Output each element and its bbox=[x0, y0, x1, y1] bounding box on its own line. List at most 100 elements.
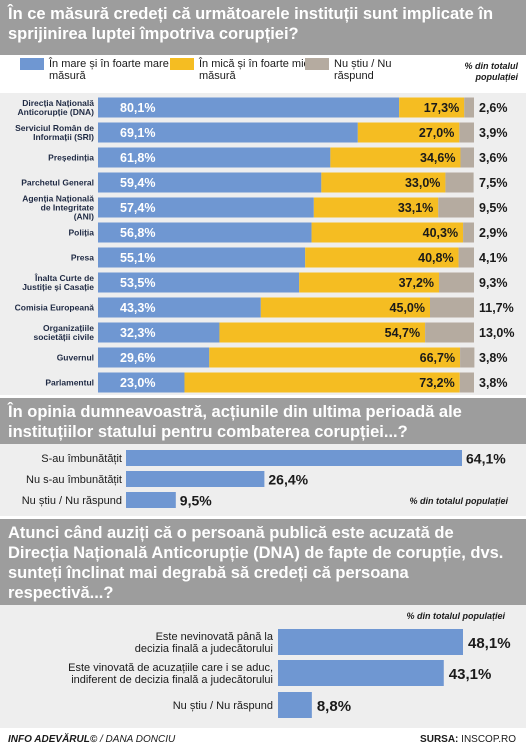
bar-value-label: 73,2% bbox=[419, 376, 454, 390]
bar-segment bbox=[98, 247, 306, 268]
category-label: Parchetul General bbox=[21, 177, 94, 187]
bar-value-label: 61,8% bbox=[120, 151, 155, 165]
bar-value-label: 17,3% bbox=[424, 101, 459, 115]
bar-segment bbox=[98, 222, 312, 243]
bar-segment bbox=[357, 122, 460, 143]
legend-item-low: În mică și în foarte mică măsură bbox=[170, 58, 320, 82]
chart2-title-text: În opinia dumneavoastră, acțiunile din u… bbox=[8, 403, 462, 441]
bar-segment bbox=[313, 197, 439, 218]
legend-swatch-blue bbox=[20, 58, 44, 70]
bar-segment bbox=[209, 347, 461, 368]
bar-value-label: 64,1% bbox=[466, 451, 506, 467]
bar-value-label: 3,8% bbox=[479, 351, 508, 365]
chart3-title: Atunci când auziți că o persoană publică… bbox=[0, 519, 526, 605]
bar bbox=[126, 471, 265, 487]
footer-author: / DANA DONCIU bbox=[97, 734, 176, 745]
chart3-title-text: Atunci când auziți că o persoană publică… bbox=[8, 524, 504, 602]
bar-value-label: 4,1% bbox=[479, 251, 508, 265]
bar-segment bbox=[459, 122, 474, 143]
category-label: Poliția bbox=[68, 227, 94, 237]
bar-segment bbox=[321, 172, 446, 193]
legend-item-high: În mare și în foarte mare măsură bbox=[20, 58, 170, 82]
chart1-svg: Direcția Națională Anticorupție (DNA) 80,1… bbox=[15, 97, 514, 393]
chart2-svg: S-au îmbunătățit 64,1% Nu s-au îmbunătățit… bbox=[22, 450, 509, 509]
bar-value-label: 43,3% bbox=[120, 301, 155, 315]
footer-brand: INFO ADEVĂRUL© bbox=[8, 734, 98, 745]
legend-note: % din totalul populației bbox=[464, 61, 519, 82]
chart2-note: % din totalul populației bbox=[410, 496, 509, 506]
bar-value-label: 7,5% bbox=[479, 176, 508, 190]
bar-value-label: 48,1% bbox=[468, 635, 511, 652]
bar-value-label: 9,3% bbox=[479, 276, 508, 290]
bar-value-label: 55,1% bbox=[120, 251, 155, 265]
bar-value-label: 8,8% bbox=[317, 698, 351, 715]
category-label: Direcția Națională Anticorupție (DNA) bbox=[18, 98, 95, 117]
bar-segment bbox=[219, 322, 426, 343]
bar-segment bbox=[330, 147, 461, 168]
bar-segment bbox=[98, 322, 220, 343]
bar-segment bbox=[430, 297, 474, 318]
bar-segment bbox=[460, 147, 474, 168]
legend-label-low: În mică și în foarte mică măsură bbox=[199, 58, 316, 82]
bar-value-label: 3,9% bbox=[479, 126, 508, 140]
bar-segment bbox=[98, 147, 331, 168]
bar-value-label: 43,1% bbox=[449, 666, 492, 683]
category-label: Presa bbox=[71, 252, 94, 262]
bar-segment bbox=[98, 172, 322, 193]
bar-value-label: 66,7% bbox=[420, 351, 455, 365]
footer: INFO ADEVĂRUL© / DANA DONCIU SURSA: INSC… bbox=[0, 730, 526, 750]
category-label: Serviciul Român de Informații (SRI) bbox=[15, 123, 94, 142]
bar-value-label: 45,0% bbox=[390, 301, 425, 315]
category-label: Parlamentul bbox=[45, 377, 94, 387]
bar-segment bbox=[464, 97, 474, 118]
chart2-title: În opinia dumneavoastră, acțiunile din u… bbox=[0, 398, 526, 444]
bar bbox=[278, 629, 463, 655]
bar-segment bbox=[98, 197, 314, 218]
bar-segment bbox=[399, 97, 465, 118]
category-label: S-au îmbunătățit bbox=[41, 453, 122, 465]
category-label: Organizațiile societății civile bbox=[34, 323, 95, 342]
bar-segment bbox=[463, 222, 474, 243]
bar bbox=[126, 492, 176, 508]
bar-value-label: 33,0% bbox=[405, 176, 440, 190]
chart1-area: Direcția Națională Anticorupție (DNA) 80,1… bbox=[0, 93, 526, 395]
bar-segment bbox=[311, 222, 464, 243]
bar-segment bbox=[184, 372, 460, 393]
bar-value-label: 37,2% bbox=[399, 276, 434, 290]
bar-value-label: 9,5% bbox=[180, 493, 212, 509]
bar-segment bbox=[98, 97, 400, 118]
chart1-title-text: În ce măsură credeți că următoarele inst… bbox=[8, 5, 494, 43]
category-label: Agenția Națională de Integritate (ANI) bbox=[22, 193, 94, 221]
bar-value-label: 26,4% bbox=[268, 472, 308, 488]
bar-value-label: 57,4% bbox=[120, 201, 155, 215]
footer-credit: INFO ADEVĂRUL© / DANA DONCIU bbox=[8, 734, 175, 745]
bar-value-label: 40,3% bbox=[423, 226, 458, 240]
bar-value-label: 56,8% bbox=[120, 226, 155, 240]
bar-value-label: 13,0% bbox=[479, 326, 514, 340]
bar-value-label: 80,1% bbox=[120, 101, 155, 115]
category-label: Este nevinovată până la decizia finală a … bbox=[135, 631, 274, 655]
chart1-title: În ce măsură credeți că următoarele inst… bbox=[0, 0, 526, 55]
bar-value-label: 9,5% bbox=[479, 201, 508, 215]
bar-value-label: 11,7% bbox=[479, 301, 514, 315]
bar-segment bbox=[299, 272, 440, 293]
bar-value-label: 59,4% bbox=[120, 176, 155, 190]
footer-source-label: SURSA: bbox=[420, 734, 459, 745]
footer-source: SURSA: INSCOP.RO bbox=[420, 734, 516, 745]
bar-segment bbox=[98, 297, 261, 318]
bar bbox=[278, 660, 444, 686]
category-label: Guvernul bbox=[57, 352, 94, 362]
bar-value-label: 23,0% bbox=[120, 376, 155, 390]
bar-segment bbox=[458, 247, 474, 268]
footer-source-value: INSCOP.RO bbox=[458, 734, 516, 745]
legend: În mare și în foarte mare măsură În mică… bbox=[0, 55, 526, 93]
bar-segment bbox=[98, 347, 210, 368]
category-label: Nu s-au îmbunătățit bbox=[26, 474, 122, 486]
bar-value-label: 2,6% bbox=[479, 101, 508, 115]
bar-segment bbox=[98, 122, 358, 143]
bar-segment bbox=[260, 297, 431, 318]
bar-value-label: 27,0% bbox=[419, 126, 454, 140]
category-label: Nu știu / Nu răspund bbox=[22, 495, 122, 507]
bar-segment bbox=[439, 272, 474, 293]
bar-segment bbox=[460, 347, 475, 368]
